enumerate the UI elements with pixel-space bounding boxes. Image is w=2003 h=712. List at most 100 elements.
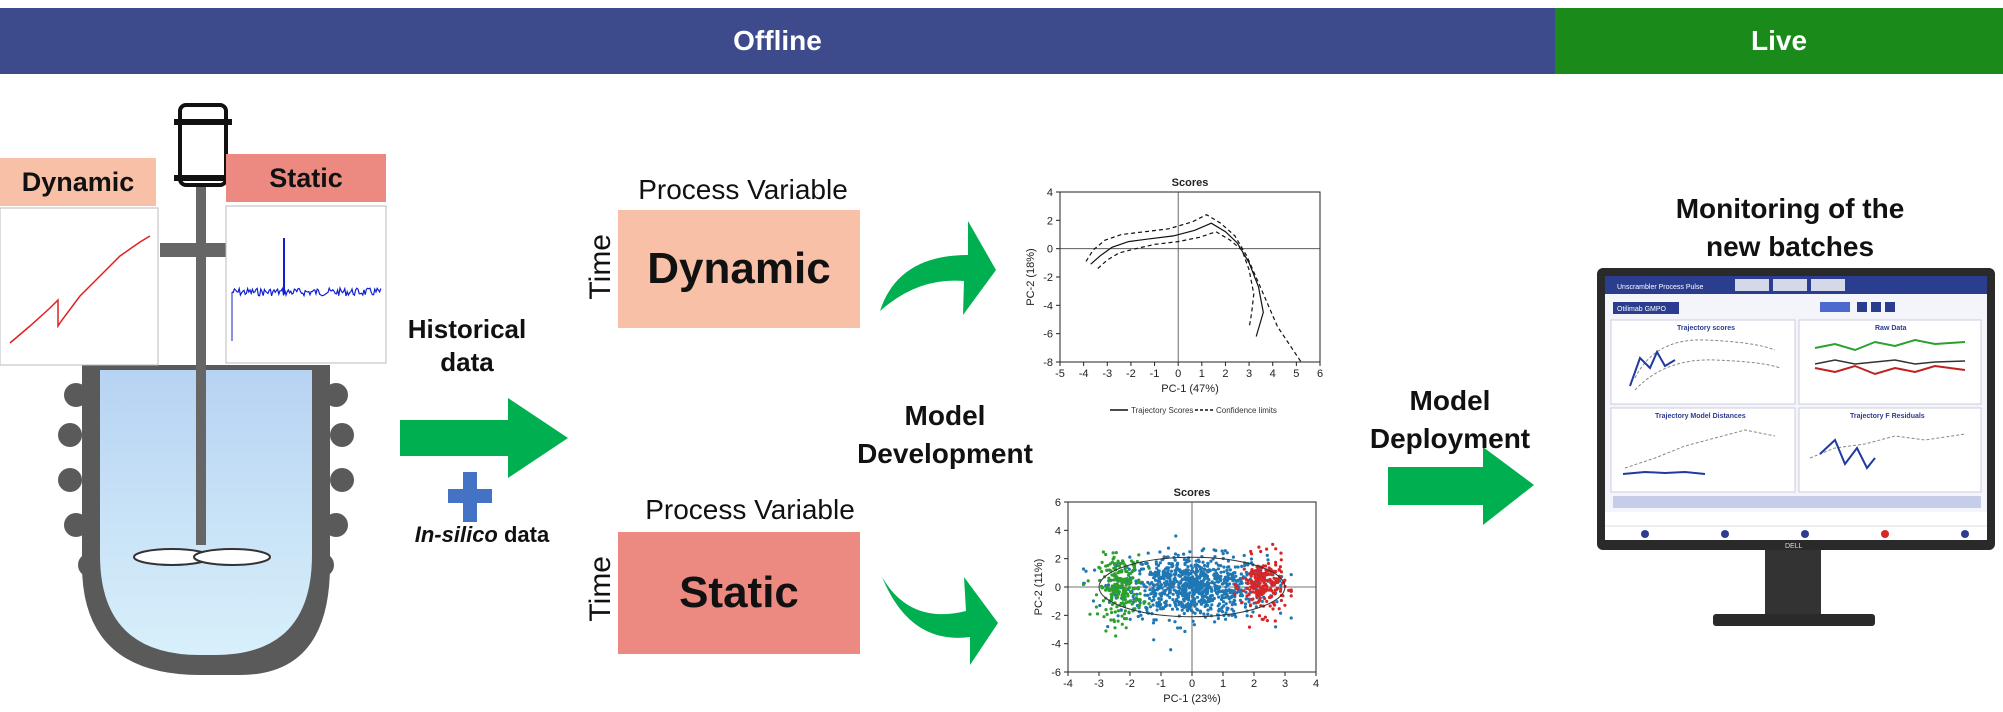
scatter-point [1201, 579, 1205, 583]
scatter-point [1116, 609, 1120, 613]
scatter-point [1139, 613, 1143, 617]
scatter-point [1148, 605, 1153, 609]
scatter-point [1265, 547, 1269, 551]
scatter-point [1178, 586, 1182, 590]
scatter-point [1214, 549, 1218, 553]
scatter-point [1198, 609, 1203, 613]
scatter-point [1265, 599, 1269, 603]
scatter-point [1115, 590, 1119, 594]
scatter-point [1225, 551, 1229, 555]
scatter-point [1206, 564, 1210, 568]
scatter-point [1247, 625, 1252, 629]
in-silico-label: In-silico data [402, 522, 562, 548]
scatter-point [1254, 601, 1258, 605]
x-tick-label: -3 [1102, 368, 1112, 380]
scatter-point [1179, 600, 1183, 604]
scatter-point [1123, 609, 1127, 613]
scatter-point [1280, 581, 1284, 585]
scatter-point [1190, 586, 1194, 590]
scatter-point [1224, 581, 1228, 585]
scatter-point [1261, 584, 1265, 588]
y-tick-label: -4 [1051, 639, 1061, 651]
scatter-point [1263, 615, 1267, 619]
scatter-point [1181, 570, 1185, 574]
scatter-point [1188, 578, 1192, 582]
chart-title: Scores [1172, 177, 1209, 189]
scatter-point [1261, 617, 1265, 621]
scatter-point [1246, 581, 1250, 586]
scatter-point [1119, 577, 1123, 581]
scatter-point [1226, 559, 1230, 563]
scatter-point [1191, 575, 1195, 579]
scatter-point [1212, 596, 1216, 601]
scatter-point [1173, 552, 1178, 556]
x-tick-label: -1 [1156, 678, 1166, 690]
scatter-point [1186, 609, 1190, 613]
scatter-point [1233, 565, 1237, 569]
scatter-point [1158, 561, 1162, 565]
scatter-point [1201, 560, 1205, 564]
scatter-point [1180, 608, 1184, 612]
scatter-point [1170, 607, 1175, 611]
scatter-point [1182, 589, 1186, 593]
scatter-point [1245, 573, 1249, 577]
scatter-point [1122, 577, 1126, 581]
scatter-point [1116, 619, 1120, 623]
scatter-point [1253, 574, 1257, 578]
scatter-point [1239, 588, 1243, 592]
y-tick-label: 4 [1047, 187, 1053, 199]
scatter-point [1228, 568, 1232, 572]
scatter-point [1179, 579, 1183, 583]
scatter-point [1222, 604, 1226, 608]
scatter-point [1231, 555, 1235, 559]
scatter-point [1279, 611, 1283, 615]
scatter-point [1153, 575, 1157, 579]
scatter-point [1193, 584, 1197, 588]
y-axis-label: PC-2 (18%) [1025, 248, 1037, 305]
scatter-point [1105, 568, 1109, 572]
scatter-point [1175, 607, 1179, 611]
curved-arrow-top [880, 221, 996, 315]
scatter-point [1199, 573, 1203, 577]
scatter-point [1181, 597, 1186, 601]
scatter-point [1227, 597, 1231, 601]
scatter-point [1120, 581, 1124, 586]
dynamic-trend-plot [0, 207, 159, 366]
scatter-point [1152, 618, 1156, 622]
scatter-point [1270, 580, 1274, 584]
scatter-point [1207, 586, 1211, 590]
scatter-point [1249, 585, 1253, 589]
scatter-point [1156, 569, 1160, 573]
scatter-point [1163, 592, 1167, 596]
scatter-point [1218, 579, 1222, 583]
scatter-point [1217, 607, 1221, 611]
scatter-point [1184, 584, 1188, 588]
scatter-point [1192, 623, 1196, 627]
monitor-display: Unscrambler Process Pulse Otilimab GMPO … [1597, 268, 1995, 626]
scatter-point [1226, 578, 1230, 582]
scatter-point [1230, 603, 1234, 607]
scatter-point [1120, 622, 1124, 626]
scatter-point [1149, 592, 1153, 596]
scatter-point [1159, 597, 1163, 601]
x-tick-label: 4 [1313, 678, 1319, 690]
monitor-panel4-title: Trajectory F Residuals [1850, 413, 1925, 420]
scatter-point [1166, 572, 1170, 576]
scatter-point [1283, 578, 1287, 582]
scatter-point [1111, 590, 1115, 594]
monitoring-label: Monitoring of the new batches [1675, 193, 1905, 262]
scatter-point [1233, 592, 1237, 596]
scatter-point [1223, 549, 1227, 553]
monitor-project: Otilimab GMPO [1617, 306, 1667, 313]
scatter-point [1132, 566, 1136, 570]
scatter-point [1169, 569, 1174, 573]
scatter-point [1169, 648, 1173, 652]
scatter-point [1192, 579, 1196, 583]
scatter-point [1255, 584, 1259, 588]
scatter-point [1130, 602, 1134, 606]
scatter-point [1230, 613, 1234, 617]
scatter-point [1202, 598, 1206, 602]
scatter-point [1224, 617, 1228, 621]
scatter-point [1228, 600, 1232, 604]
scatter-point [1220, 610, 1225, 614]
